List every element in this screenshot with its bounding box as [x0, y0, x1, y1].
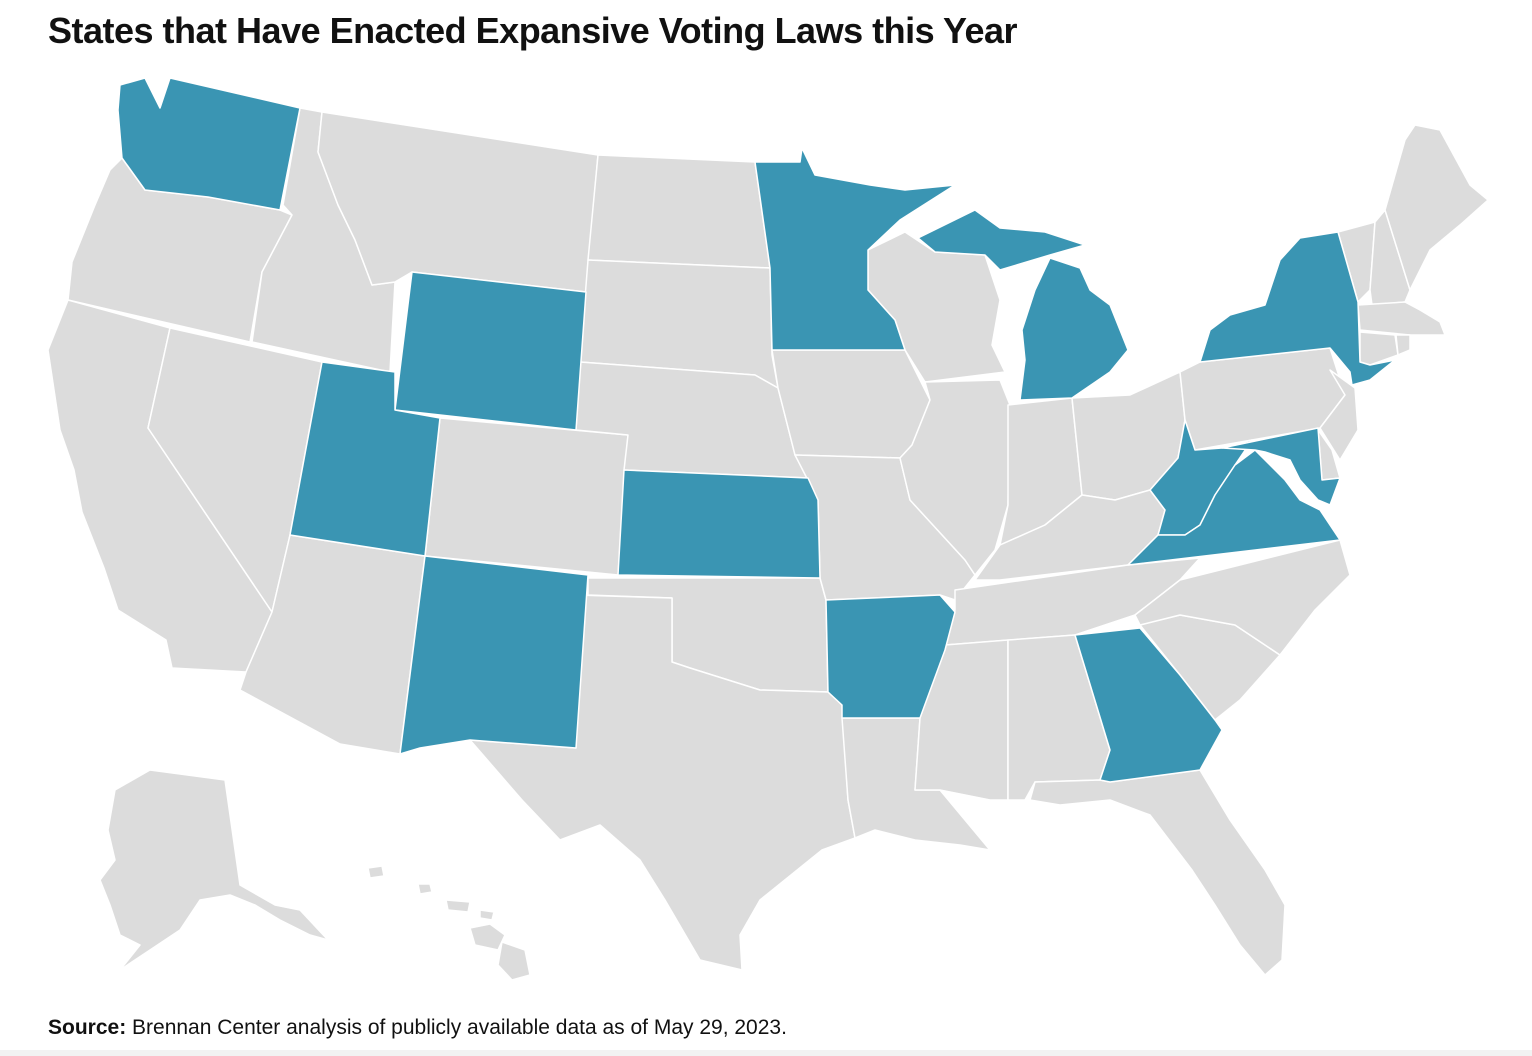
state-new-york[interactable] [1199, 231, 1396, 386]
state-washington[interactable] [117, 77, 301, 211]
state-virginia[interactable] [1127, 449, 1341, 566]
other-states [47, 107, 1489, 981]
state-maine[interactable] [1384, 124, 1489, 291]
state-maryland[interactable] [1221, 427, 1341, 506]
source-note: Source: Brennan Center analysis of publi… [48, 1016, 787, 1040]
state-georgia[interactable] [1074, 627, 1223, 783]
state-north-dakota[interactable] [587, 154, 771, 269]
state-texas[interactable] [469, 594, 856, 971]
source-text: Brennan Center analysis of publicly avai… [126, 1016, 787, 1039]
footer-rule [0, 1050, 1532, 1056]
map-title: States that Have Enacted Expansive Votin… [48, 10, 1018, 51]
state-minnesota[interactable] [754, 147, 956, 351]
state-new-jersey[interactable] [1319, 369, 1359, 461]
state-kansas[interactable] [617, 469, 821, 579]
source-label: Source: [48, 1016, 127, 1039]
state-rhode-island[interactable] [1395, 334, 1411, 356]
state-michigan[interactable] [917, 209, 1129, 401]
state-colorado[interactable] [424, 417, 629, 576]
state-massachusetts[interactable] [1357, 301, 1446, 336]
enacted-states [117, 77, 1396, 783]
state-new-mexico[interactable] [399, 555, 589, 755]
state-hawaii[interactable] [367, 865, 531, 981]
state-arkansas[interactable] [825, 594, 956, 719]
state-illinois[interactable] [899, 379, 1011, 576]
state-north-carolina[interactable] [1134, 539, 1351, 656]
state-wyoming[interactable] [394, 271, 587, 431]
state-utah[interactable] [289, 361, 441, 557]
state-florida[interactable] [1029, 769, 1286, 976]
state-alaska[interactable] [99, 769, 329, 971]
state-iowa[interactable] [771, 349, 931, 459]
